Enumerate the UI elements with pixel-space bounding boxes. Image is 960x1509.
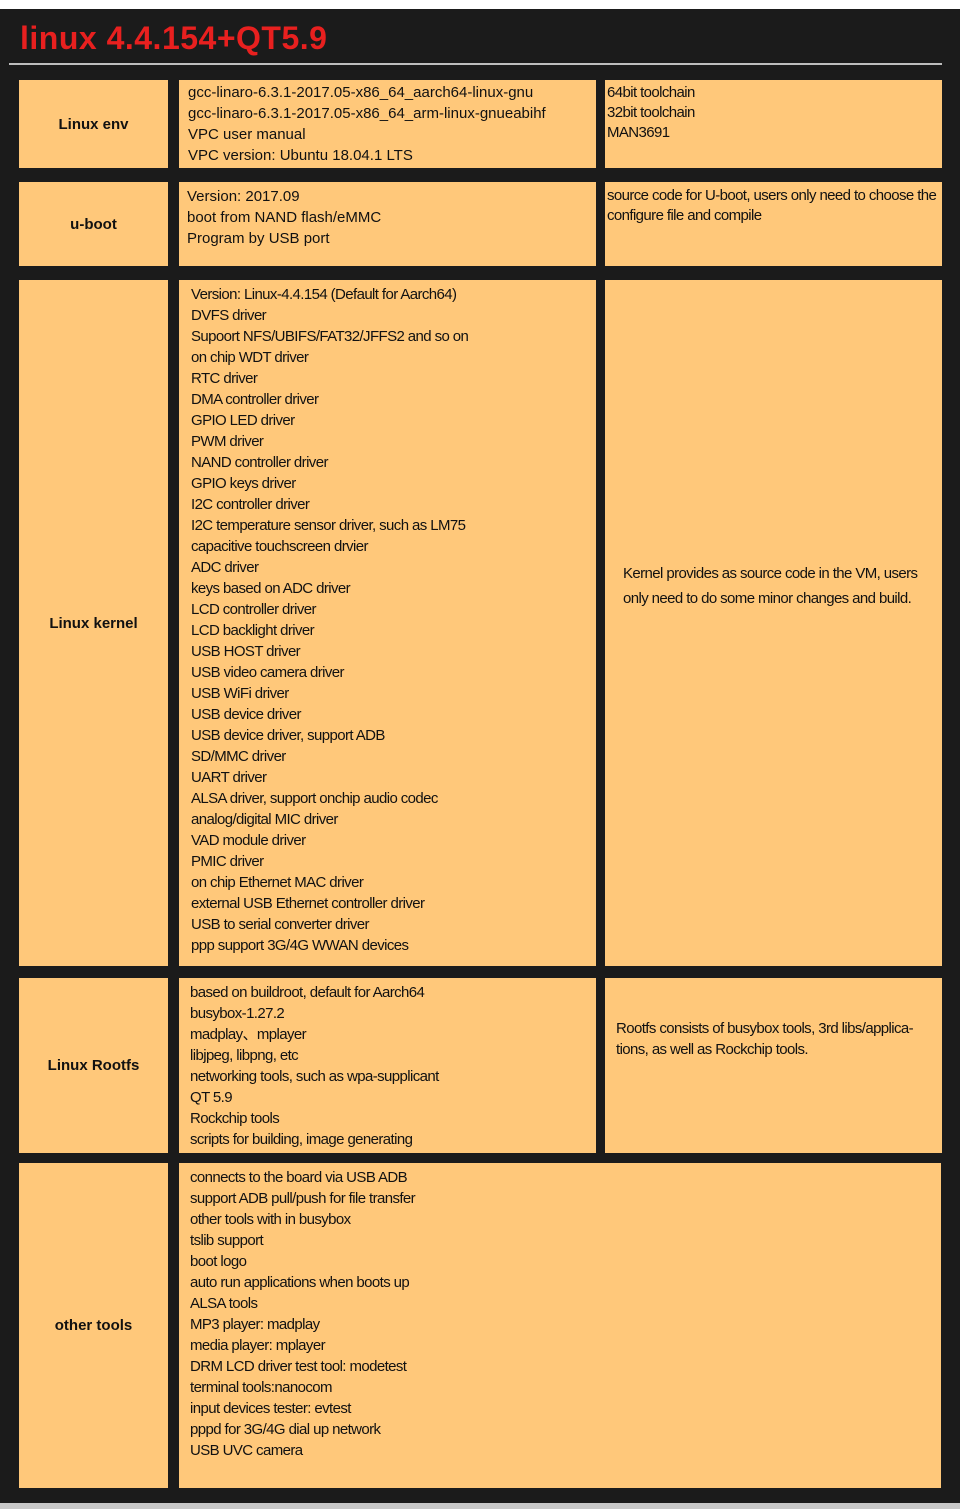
list-item: ALSA tools xyxy=(190,1295,258,1312)
list-item: scripts for building, image generating xyxy=(190,1131,413,1148)
list-item: Version: Linux-4.4.154 (Default for Aarc… xyxy=(191,286,457,303)
list-item: terminal tools:nanocom xyxy=(190,1379,332,1396)
list-item: busybox-1.27.2 xyxy=(190,1005,285,1022)
list-item: NAND controller driver xyxy=(191,454,328,471)
list-item: auto run applications when boots up xyxy=(190,1274,410,1291)
note-linux-rootfs: Rootfs consists of busybox tools, 3rd li… xyxy=(605,978,942,1153)
list-item: Supoort NFS/UBIFS/FAT32/JFFS2 and so on xyxy=(191,328,469,345)
list-item: USB video camera driver xyxy=(191,664,345,681)
bottom-bar xyxy=(0,1503,960,1509)
list-item: connects to the board via USB ADB xyxy=(190,1169,408,1186)
list-item: PMIC driver xyxy=(191,853,264,870)
list-item: USB HOST driver xyxy=(191,643,301,660)
list-item: ppp support 3G/4G WWAN devices xyxy=(191,937,409,954)
list-item: USB device driver, support ADB xyxy=(191,727,385,744)
list-item: input devices tester: evtest xyxy=(190,1400,351,1417)
list-item: USB UVC camera xyxy=(190,1442,303,1459)
list-item: keys based on ADC driver xyxy=(191,580,351,597)
list-item: boot logo xyxy=(190,1253,247,1270)
note-linux-kernel: Kernel provides as source code in the VM… xyxy=(605,280,942,966)
list-item: other tools with in busybox xyxy=(190,1211,351,1228)
list-item: SD/MMC driver xyxy=(191,748,286,765)
items-linux-rootfs: based on buildroot, default for Aarch64 b… xyxy=(179,978,596,1153)
list-item: media player: mplayer xyxy=(190,1337,326,1354)
row-label-u-boot: u-boot xyxy=(19,182,168,266)
list-item: RTC driver xyxy=(191,370,258,387)
list-item: madplay、mplayer xyxy=(190,1026,307,1043)
list-item: ADC driver xyxy=(191,559,259,576)
list-item: 64bit toolchain xyxy=(607,84,695,101)
list-item: boot from NAND flash/eMMC xyxy=(187,209,382,226)
list-item: Rockchip tools xyxy=(190,1110,280,1127)
list-item: DRM LCD driver test tool: modetest xyxy=(190,1358,407,1375)
list-item: based on buildroot, default for Aarch64 xyxy=(190,984,425,1001)
row-label-other-tools: other tools xyxy=(19,1163,168,1488)
items-u-boot: Version: 2017.09 boot from NAND flash/eMM… xyxy=(179,182,596,266)
items-linux-kernel: Version: Linux-4.4.154 (Default for Aarc… xyxy=(179,280,596,966)
list-item: support ADB pull/push for file transfer xyxy=(190,1190,416,1207)
list-item: pppd for 3G/4G dial up network xyxy=(190,1421,381,1438)
list-item: gcc-linaro-6.3.1-2017.05-x86_64_arm-linu… xyxy=(188,105,546,122)
list-item: LCD controller driver xyxy=(191,601,317,618)
title-divider xyxy=(9,63,942,65)
list-item: ALSA driver, support onchip audio codec xyxy=(191,790,438,807)
list-item: capacitive touchscreen drvier xyxy=(191,538,368,555)
list-item: VPC user manual xyxy=(188,126,306,143)
list-item: on chip Ethernet MAC driver xyxy=(191,874,364,891)
list-item: GPIO LED driver xyxy=(191,412,295,429)
list-item: MP3 player: madplay xyxy=(190,1316,320,1333)
list-item: I2C temperature sensor driver, such as L… xyxy=(191,517,466,534)
list-item: libjpeg, libpng, etc xyxy=(190,1047,299,1064)
list-item: QT 5.9 xyxy=(190,1089,233,1106)
row-label-linux-env: Linux env xyxy=(19,80,168,168)
list-item: analog/digital MIC driver xyxy=(191,811,338,828)
list-item: tslib support xyxy=(190,1232,264,1249)
list-item: Program by USB port xyxy=(187,230,330,247)
row-label-linux-rootfs: Linux Rootfs xyxy=(19,978,168,1153)
list-item: networking tools, such as wpa-supplicant xyxy=(190,1068,439,1085)
list-item: VPC version: Ubuntu 18.04.1 LTS xyxy=(188,147,413,164)
notes-linux-env: 64bit toolchain 32bit toolchain MAN3691 xyxy=(605,80,942,168)
list-item: USB to serial converter driver xyxy=(191,916,370,933)
items-linux-env: gcc-linaro-6.3.1-2017.05-x86_64_aarch64-… xyxy=(179,80,596,168)
list-item: USB device driver xyxy=(191,706,301,723)
list-item: DMA controller driver xyxy=(191,391,319,408)
note-u-boot: source code for U-boot, users only need … xyxy=(605,182,942,266)
list-item: external USB Ethernet controller driver xyxy=(191,895,425,912)
list-item: 32bit toolchain xyxy=(607,104,695,121)
list-item: VAD module driver xyxy=(191,832,306,849)
list-item: PWM driver xyxy=(191,433,264,450)
list-item: USB WiFi driver xyxy=(191,685,289,702)
items-other-tools: connects to the board via USB ADB support… xyxy=(179,1163,941,1488)
list-item: GPIO keys driver xyxy=(191,475,296,492)
list-item: I2C controller driver xyxy=(191,496,310,513)
list-item: Version: 2017.09 xyxy=(187,188,300,205)
list-item: gcc-linaro-6.3.1-2017.05-x86_64_aarch64-… xyxy=(188,84,534,101)
row-label-linux-kernel: Linux kernel xyxy=(19,280,168,966)
list-item: on chip WDT driver xyxy=(191,349,309,366)
list-item: DVFS driver xyxy=(191,307,267,324)
list-item: MAN3691 xyxy=(607,124,670,141)
list-item: UART driver xyxy=(191,769,267,786)
page-title: linux 4.4.154+QT5.9 xyxy=(20,20,328,56)
list-item: LCD backlight driver xyxy=(191,622,315,639)
